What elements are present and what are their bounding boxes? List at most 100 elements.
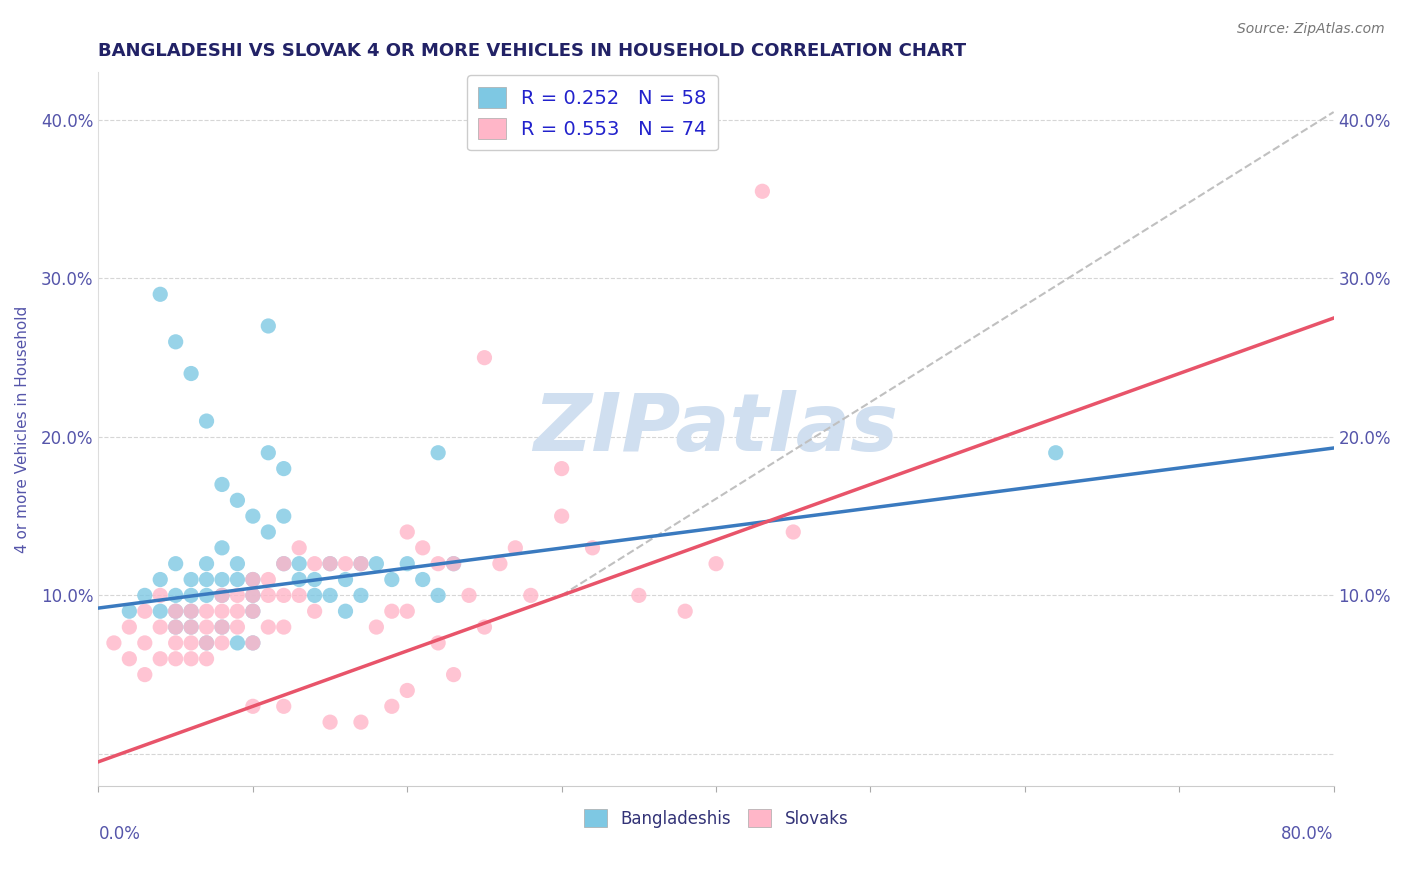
- Point: [273, 461, 295, 475]
- Point: [242, 588, 264, 602]
- Point: [180, 367, 202, 381]
- Point: [782, 524, 804, 539]
- Point: [520, 588, 543, 602]
- Point: [273, 557, 295, 571]
- Point: [165, 604, 187, 618]
- Point: [443, 557, 465, 571]
- Point: [335, 557, 357, 571]
- Point: [474, 351, 496, 365]
- Point: [273, 509, 295, 524]
- Point: [550, 461, 572, 475]
- Point: [180, 636, 202, 650]
- Point: [381, 699, 404, 714]
- Point: [118, 652, 141, 666]
- Point: [443, 557, 465, 571]
- Point: [257, 573, 280, 587]
- Point: [288, 588, 311, 602]
- Point: [627, 588, 650, 602]
- Point: [165, 588, 187, 602]
- Point: [242, 588, 264, 602]
- Point: [103, 636, 125, 650]
- Point: [304, 557, 326, 571]
- Point: [226, 620, 249, 634]
- Point: [149, 573, 172, 587]
- Point: [350, 557, 373, 571]
- Point: [211, 636, 233, 650]
- Point: [288, 541, 311, 555]
- Point: [149, 588, 172, 602]
- Point: [257, 588, 280, 602]
- Point: [319, 557, 342, 571]
- Point: [273, 699, 295, 714]
- Point: [149, 652, 172, 666]
- Point: [242, 636, 264, 650]
- Point: [180, 652, 202, 666]
- Point: [366, 557, 388, 571]
- Point: [257, 446, 280, 460]
- Point: [412, 573, 434, 587]
- Point: [195, 573, 218, 587]
- Point: [195, 588, 218, 602]
- Point: [180, 620, 202, 634]
- Point: [211, 620, 233, 634]
- Point: [350, 715, 373, 730]
- Point: [134, 588, 156, 602]
- Point: [195, 604, 218, 618]
- Point: [226, 573, 249, 587]
- Point: [165, 334, 187, 349]
- Point: [273, 557, 295, 571]
- Point: [474, 620, 496, 634]
- Point: [118, 620, 141, 634]
- Point: [211, 477, 233, 491]
- Point: [134, 667, 156, 681]
- Point: [673, 604, 696, 618]
- Point: [381, 604, 404, 618]
- Point: [165, 636, 187, 650]
- Text: 80.0%: 80.0%: [1281, 825, 1334, 843]
- Point: [195, 636, 218, 650]
- Point: [704, 557, 727, 571]
- Point: [242, 604, 264, 618]
- Point: [242, 699, 264, 714]
- Point: [319, 588, 342, 602]
- Point: [180, 620, 202, 634]
- Point: [304, 604, 326, 618]
- Point: [366, 620, 388, 634]
- Point: [226, 493, 249, 508]
- Point: [134, 636, 156, 650]
- Point: [489, 557, 512, 571]
- Point: [350, 557, 373, 571]
- Point: [211, 620, 233, 634]
- Y-axis label: 4 or more Vehicles in Household: 4 or more Vehicles in Household: [15, 305, 30, 553]
- Point: [165, 604, 187, 618]
- Point: [242, 573, 264, 587]
- Text: Source: ZipAtlas.com: Source: ZipAtlas.com: [1237, 22, 1385, 37]
- Point: [427, 588, 450, 602]
- Text: ZIPatlas: ZIPatlas: [533, 390, 898, 468]
- Point: [412, 541, 434, 555]
- Text: 0.0%: 0.0%: [98, 825, 141, 843]
- Legend: Bangladeshis, Slovaks: Bangladeshis, Slovaks: [578, 802, 855, 834]
- Point: [505, 541, 527, 555]
- Point: [242, 604, 264, 618]
- Point: [751, 184, 773, 198]
- Point: [350, 588, 373, 602]
- Point: [165, 620, 187, 634]
- Point: [226, 604, 249, 618]
- Point: [443, 667, 465, 681]
- Point: [165, 557, 187, 571]
- Point: [195, 636, 218, 650]
- Point: [242, 636, 264, 650]
- Point: [226, 588, 249, 602]
- Text: BANGLADESHI VS SLOVAK 4 OR MORE VEHICLES IN HOUSEHOLD CORRELATION CHART: BANGLADESHI VS SLOVAK 4 OR MORE VEHICLES…: [98, 42, 966, 60]
- Point: [242, 573, 264, 587]
- Point: [1045, 446, 1067, 460]
- Point: [427, 636, 450, 650]
- Point: [396, 604, 419, 618]
- Point: [257, 524, 280, 539]
- Point: [581, 541, 603, 555]
- Point: [211, 604, 233, 618]
- Point: [304, 588, 326, 602]
- Point: [195, 414, 218, 428]
- Point: [149, 604, 172, 618]
